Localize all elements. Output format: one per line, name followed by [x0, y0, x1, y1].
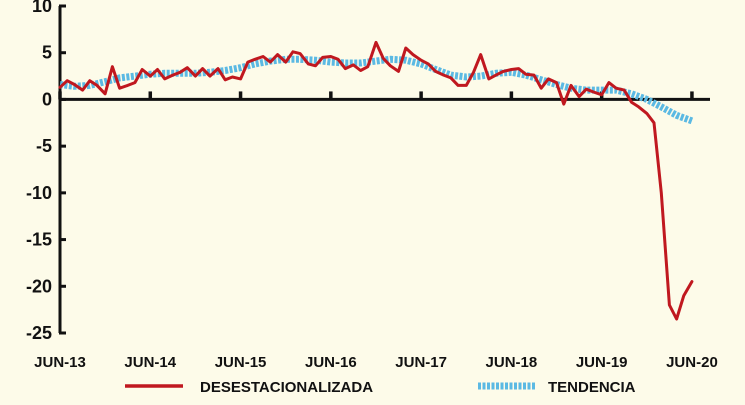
x-tick-label: JUN-17 — [395, 354, 447, 371]
x-tick-label: JUN-20 — [666, 354, 718, 371]
x-tick-label: JUN-15 — [215, 354, 267, 371]
legend: DESESTACIONALIZADA TENDENCIA — [125, 379, 636, 396]
y-axis: 10 5 0 -5 -10 -15 -20 -25 — [26, 0, 66, 343]
legend-label-desestacionalizada: DESESTACIONALIZADA — [200, 379, 373, 396]
series-line-tendencia — [59, 55, 694, 125]
x-tick-label: JUN-19 — [576, 354, 628, 371]
y-tick-label: -5 — [36, 136, 52, 156]
legend-label-tendencia: TENDENCIA — [548, 379, 636, 396]
x-tick-label: JUN-16 — [305, 354, 357, 371]
y-tick-label: 0 — [42, 89, 52, 109]
series-lines — [58, 40, 694, 321]
series-line-desestacionalizada — [58, 40, 694, 321]
y-tick-label: 10 — [32, 0, 52, 16]
y-tick-label: 5 — [42, 43, 52, 63]
y-tick-label: -25 — [26, 323, 52, 343]
x-tick-label: JUN-14 — [124, 354, 176, 371]
x-tick-label: JUN-18 — [486, 354, 538, 371]
x-tick-label: JUN-13 — [34, 354, 86, 371]
x-axis: JUN-13 JUN-14 JUN-15 JUN-16 JUN-17 JUN-18 JUN-… — [34, 91, 718, 371]
y-tick-label: -10 — [26, 183, 52, 203]
y-tick-label: -20 — [26, 276, 52, 296]
y-tick-label: -15 — [26, 230, 52, 250]
